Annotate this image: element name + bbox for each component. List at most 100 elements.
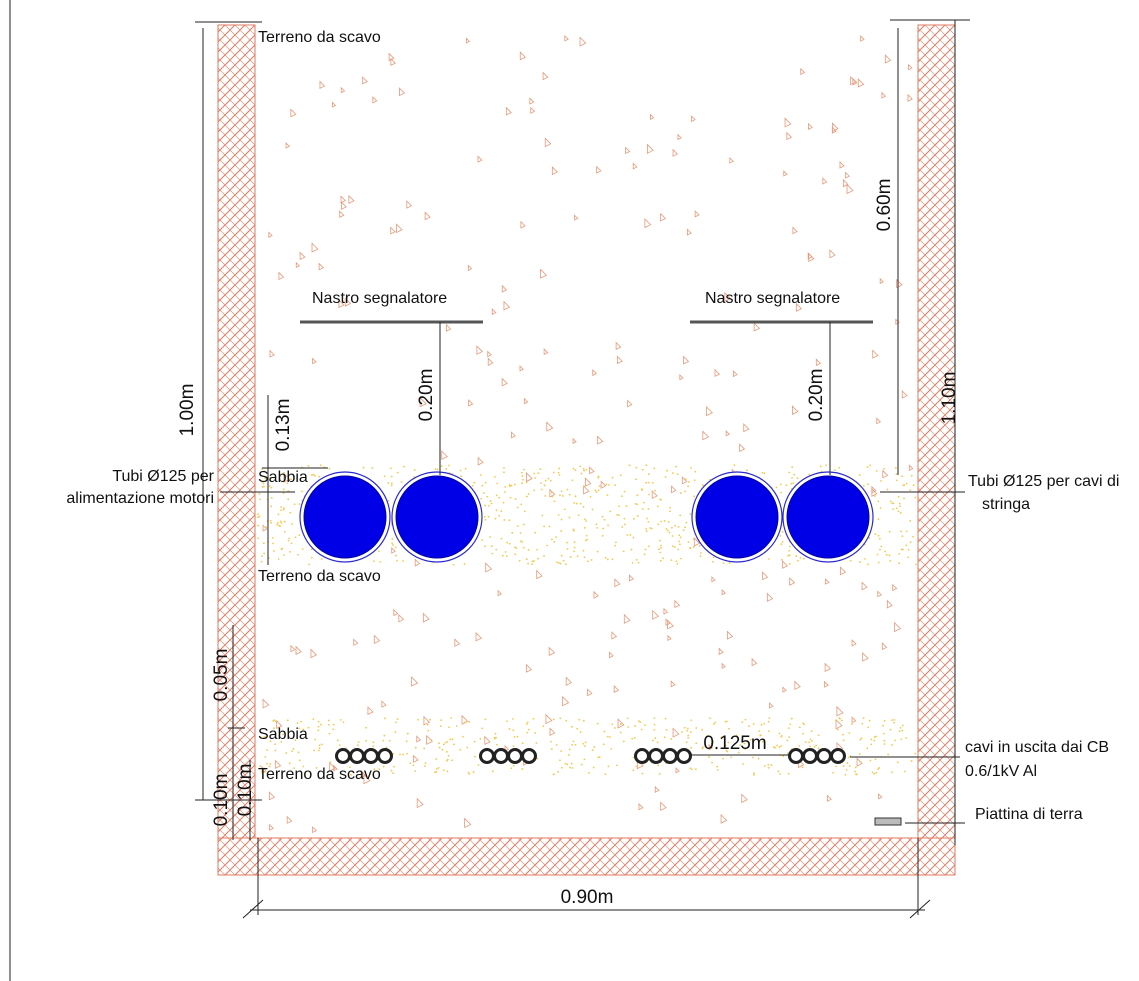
sand-dot [511,531,514,534]
sand-dot [283,554,285,556]
sand-dot [676,473,679,476]
sand-dot [698,545,701,547]
sand-dot [690,746,693,749]
sand-dot [901,729,904,732]
soil-mark [824,680,829,688]
sand-dot [778,732,781,735]
sand-dot [632,536,635,539]
sand-dot [503,471,505,474]
cable [349,748,365,764]
sand-dot [297,553,299,556]
sand-dot [277,513,280,516]
soil-mark [794,680,801,690]
sand-dot [332,728,334,731]
sand-dot [593,746,596,748]
sand-dot [711,761,713,764]
soil-mark [694,210,700,218]
sand-dot [892,508,895,510]
sand-dot [317,725,320,728]
sand-dot [603,518,606,521]
sand-dot [549,479,552,482]
sand-dot [552,471,555,474]
sand-dot [560,518,563,521]
sand-dot [566,541,568,544]
sand-dot [726,750,729,753]
soil-mark [856,757,863,767]
sand-dot [559,494,561,497]
sand-dot [606,735,609,738]
sand-dot [266,762,269,765]
sand-dot [477,764,480,767]
sand-dot [396,718,399,720]
sand-dot [448,464,451,467]
soil-mark [860,35,865,42]
sand-dot [460,475,463,478]
sand-dot [877,768,879,770]
sand-dot [761,740,764,743]
sand-dot [902,548,904,551]
sand-dot [678,534,681,537]
sand-dot [582,720,585,722]
sand-dot [888,530,891,533]
soil-mark [615,341,622,350]
soil-mark [907,93,913,102]
soil-mark [784,117,792,128]
sand-dot [574,469,577,471]
soil-mark [769,702,774,709]
sand-dot [583,526,586,529]
sand-dot [484,718,487,721]
sand-dot [779,772,781,775]
sand-dot [879,548,881,551]
sand-dot [461,735,464,738]
sand-dot [633,737,636,739]
sand-dot [891,771,893,774]
sand-dot [513,736,516,738]
sand-dot [587,560,589,563]
sand-dot [435,767,438,770]
sand-dot [263,552,266,555]
sand-dot [406,752,408,755]
sand-dot [532,717,535,720]
sand-dot [495,494,498,497]
sand-dot [427,723,429,726]
cables [335,748,846,764]
sand-dot [580,763,583,766]
sand-dot [312,473,315,476]
sand-dot [574,495,577,498]
soil-mark [572,437,577,444]
sand-dot [504,486,507,488]
sand-dot [512,729,515,732]
sand-dot [714,721,717,724]
sand-dot [767,557,770,560]
sand-dot [684,478,687,481]
sand-dot [318,475,321,478]
sand-dot [791,477,793,479]
sand-dot [868,537,871,539]
sand-dot [894,467,897,469]
sand-dot [389,467,392,470]
sand-dot [682,529,685,531]
sand-dot [664,476,667,478]
sand-dot [388,739,391,742]
sand-dot [440,719,443,722]
sand-dot [445,750,448,753]
sand-dot [609,510,612,513]
sand-dot [560,490,563,493]
sand-dot [489,500,492,502]
sand-dot [659,544,662,547]
sand-dot [535,742,538,744]
sand-dot [579,731,582,734]
sand-dot [445,467,448,470]
soil-mark [786,131,793,141]
sand-dot [903,770,906,773]
sand-dot [687,736,690,739]
sand-dot [519,532,522,534]
sand-dot [647,473,650,476]
sand-dot [321,743,323,746]
sand-dot [752,723,755,725]
sand-dot [637,561,640,564]
soil-mark [548,646,556,657]
sand-dot [859,761,862,763]
sand-dot [301,548,304,551]
sand-dot [871,771,874,774]
